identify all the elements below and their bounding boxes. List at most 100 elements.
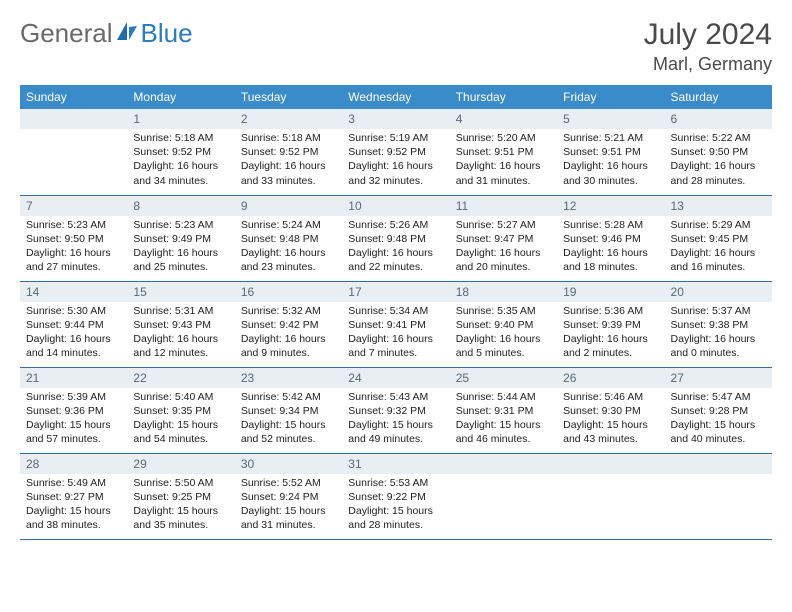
day-number: 18 — [450, 282, 557, 302]
day-number: 16 — [235, 282, 342, 302]
sunrise-line: Sunrise: 5:34 AM — [348, 305, 428, 317]
day-number: 9 — [235, 196, 342, 216]
daylight-line: Daylight: 16 hours and 20 minutes. — [456, 247, 541, 273]
day-number: 25 — [450, 368, 557, 388]
sunrise-line: Sunrise: 5:21 AM — [563, 132, 643, 144]
cell-details: Sunrise: 5:53 AMSunset: 9:22 PMDaylight:… — [342, 474, 449, 537]
calendar-cell: 26Sunrise: 5:46 AMSunset: 9:30 PMDayligh… — [557, 367, 664, 453]
daylight-line: Daylight: 16 hours and 30 minutes. — [563, 160, 648, 186]
day-number: 2 — [235, 109, 342, 129]
calendar-cell: 8Sunrise: 5:23 AMSunset: 9:49 PMDaylight… — [127, 195, 234, 281]
daylight-line: Daylight: 16 hours and 34 minutes. — [133, 160, 218, 186]
sunset-line: Sunset: 9:44 PM — [26, 319, 104, 331]
calendar-cell: 22Sunrise: 5:40 AMSunset: 9:35 PMDayligh… — [127, 367, 234, 453]
cell-details: Sunrise: 5:20 AMSunset: 9:51 PMDaylight:… — [450, 129, 557, 192]
calendar-body: 1Sunrise: 5:18 AMSunset: 9:52 PMDaylight… — [20, 109, 772, 539]
cell-details — [450, 474, 557, 534]
daylight-line: Daylight: 16 hours and 2 minutes. — [563, 333, 648, 359]
cell-details — [557, 474, 664, 534]
calendar-cell: 23Sunrise: 5:42 AMSunset: 9:34 PMDayligh… — [235, 367, 342, 453]
daylight-line: Daylight: 16 hours and 0 minutes. — [671, 333, 756, 359]
calendar-cell: 5Sunrise: 5:21 AMSunset: 9:51 PMDaylight… — [557, 109, 664, 195]
day-number: 11 — [450, 196, 557, 216]
sunrise-line: Sunrise: 5:44 AM — [456, 391, 536, 403]
sunset-line: Sunset: 9:52 PM — [241, 146, 319, 158]
day-number: 19 — [557, 282, 664, 302]
daylight-line: Daylight: 15 hours and 52 minutes. — [241, 419, 326, 445]
sunrise-line: Sunrise: 5:32 AM — [241, 305, 321, 317]
calendar-cell: 9Sunrise: 5:24 AMSunset: 9:48 PMDaylight… — [235, 195, 342, 281]
sunrise-line: Sunrise: 5:42 AM — [241, 391, 321, 403]
sunrise-line: Sunrise: 5:18 AM — [241, 132, 321, 144]
sunset-line: Sunset: 9:36 PM — [26, 405, 104, 417]
sunset-line: Sunset: 9:24 PM — [241, 491, 319, 503]
cell-details: Sunrise: 5:23 AMSunset: 9:50 PMDaylight:… — [20, 216, 127, 279]
daylight-line: Daylight: 16 hours and 7 minutes. — [348, 333, 433, 359]
daylight-line: Daylight: 16 hours and 23 minutes. — [241, 247, 326, 273]
sunset-line: Sunset: 9:22 PM — [348, 491, 426, 503]
weekday-header: Friday — [557, 85, 664, 109]
weekday-header: Saturday — [665, 85, 772, 109]
calendar-row: 28Sunrise: 5:49 AMSunset: 9:27 PMDayligh… — [20, 453, 772, 539]
location: Marl, Germany — [644, 54, 772, 75]
sunset-line: Sunset: 9:40 PM — [456, 319, 534, 331]
daylight-line: Daylight: 15 hours and 40 minutes. — [671, 419, 756, 445]
sunrise-line: Sunrise: 5:23 AM — [26, 219, 106, 231]
calendar-cell — [665, 453, 772, 539]
cell-details: Sunrise: 5:18 AMSunset: 9:52 PMDaylight:… — [235, 129, 342, 192]
daylight-line: Daylight: 16 hours and 9 minutes. — [241, 333, 326, 359]
day-number: 14 — [20, 282, 127, 302]
weekday-header: Sunday — [20, 85, 127, 109]
sunrise-line: Sunrise: 5:24 AM — [241, 219, 321, 231]
cell-details: Sunrise: 5:19 AMSunset: 9:52 PMDaylight:… — [342, 129, 449, 192]
cell-details: Sunrise: 5:30 AMSunset: 9:44 PMDaylight:… — [20, 302, 127, 365]
day-number — [20, 109, 127, 129]
sunset-line: Sunset: 9:38 PM — [671, 319, 749, 331]
daylight-line: Daylight: 16 hours and 22 minutes. — [348, 247, 433, 273]
weekday-header: Wednesday — [342, 85, 449, 109]
cell-details: Sunrise: 5:37 AMSunset: 9:38 PMDaylight:… — [665, 302, 772, 365]
day-number: 26 — [557, 368, 664, 388]
day-number: 29 — [127, 454, 234, 474]
cell-details: Sunrise: 5:26 AMSunset: 9:48 PMDaylight:… — [342, 216, 449, 279]
day-number: 31 — [342, 454, 449, 474]
calendar-cell: 25Sunrise: 5:44 AMSunset: 9:31 PMDayligh… — [450, 367, 557, 453]
calendar-cell: 27Sunrise: 5:47 AMSunset: 9:28 PMDayligh… — [665, 367, 772, 453]
sunset-line: Sunset: 9:27 PM — [26, 491, 104, 503]
sail-icon — [115, 20, 139, 47]
calendar-cell: 4Sunrise: 5:20 AMSunset: 9:51 PMDaylight… — [450, 109, 557, 195]
cell-details: Sunrise: 5:21 AMSunset: 9:51 PMDaylight:… — [557, 129, 664, 192]
daylight-line: Daylight: 16 hours and 31 minutes. — [456, 160, 541, 186]
calendar-cell — [557, 453, 664, 539]
calendar-cell: 19Sunrise: 5:36 AMSunset: 9:39 PMDayligh… — [557, 281, 664, 367]
calendar-row: 7Sunrise: 5:23 AMSunset: 9:50 PMDaylight… — [20, 195, 772, 281]
sunset-line: Sunset: 9:31 PM — [456, 405, 534, 417]
sunrise-line: Sunrise: 5:31 AM — [133, 305, 213, 317]
sunset-line: Sunset: 9:32 PM — [348, 405, 426, 417]
cell-details: Sunrise: 5:44 AMSunset: 9:31 PMDaylight:… — [450, 388, 557, 451]
sunset-line: Sunset: 9:34 PM — [241, 405, 319, 417]
sunset-line: Sunset: 9:48 PM — [348, 233, 426, 245]
calendar-cell: 1Sunrise: 5:18 AMSunset: 9:52 PMDaylight… — [127, 109, 234, 195]
sunset-line: Sunset: 9:43 PM — [133, 319, 211, 331]
cell-details: Sunrise: 5:31 AMSunset: 9:43 PMDaylight:… — [127, 302, 234, 365]
day-number: 4 — [450, 109, 557, 129]
daylight-line: Daylight: 16 hours and 5 minutes. — [456, 333, 541, 359]
daylight-line: Daylight: 15 hours and 43 minutes. — [563, 419, 648, 445]
calendar-cell: 28Sunrise: 5:49 AMSunset: 9:27 PMDayligh… — [20, 453, 127, 539]
daylight-line: Daylight: 15 hours and 57 minutes. — [26, 419, 111, 445]
day-number: 28 — [20, 454, 127, 474]
sunset-line: Sunset: 9:45 PM — [671, 233, 749, 245]
sunrise-line: Sunrise: 5:39 AM — [26, 391, 106, 403]
cell-details: Sunrise: 5:29 AMSunset: 9:45 PMDaylight:… — [665, 216, 772, 279]
sunset-line: Sunset: 9:46 PM — [563, 233, 641, 245]
calendar-cell: 18Sunrise: 5:35 AMSunset: 9:40 PMDayligh… — [450, 281, 557, 367]
calendar-cell: 15Sunrise: 5:31 AMSunset: 9:43 PMDayligh… — [127, 281, 234, 367]
header: General Blue July 2024 Marl, Germany — [20, 18, 772, 75]
day-number — [450, 454, 557, 474]
day-number: 24 — [342, 368, 449, 388]
calendar-cell — [20, 109, 127, 195]
sunset-line: Sunset: 9:28 PM — [671, 405, 749, 417]
day-number: 20 — [665, 282, 772, 302]
calendar-cell: 13Sunrise: 5:29 AMSunset: 9:45 PMDayligh… — [665, 195, 772, 281]
